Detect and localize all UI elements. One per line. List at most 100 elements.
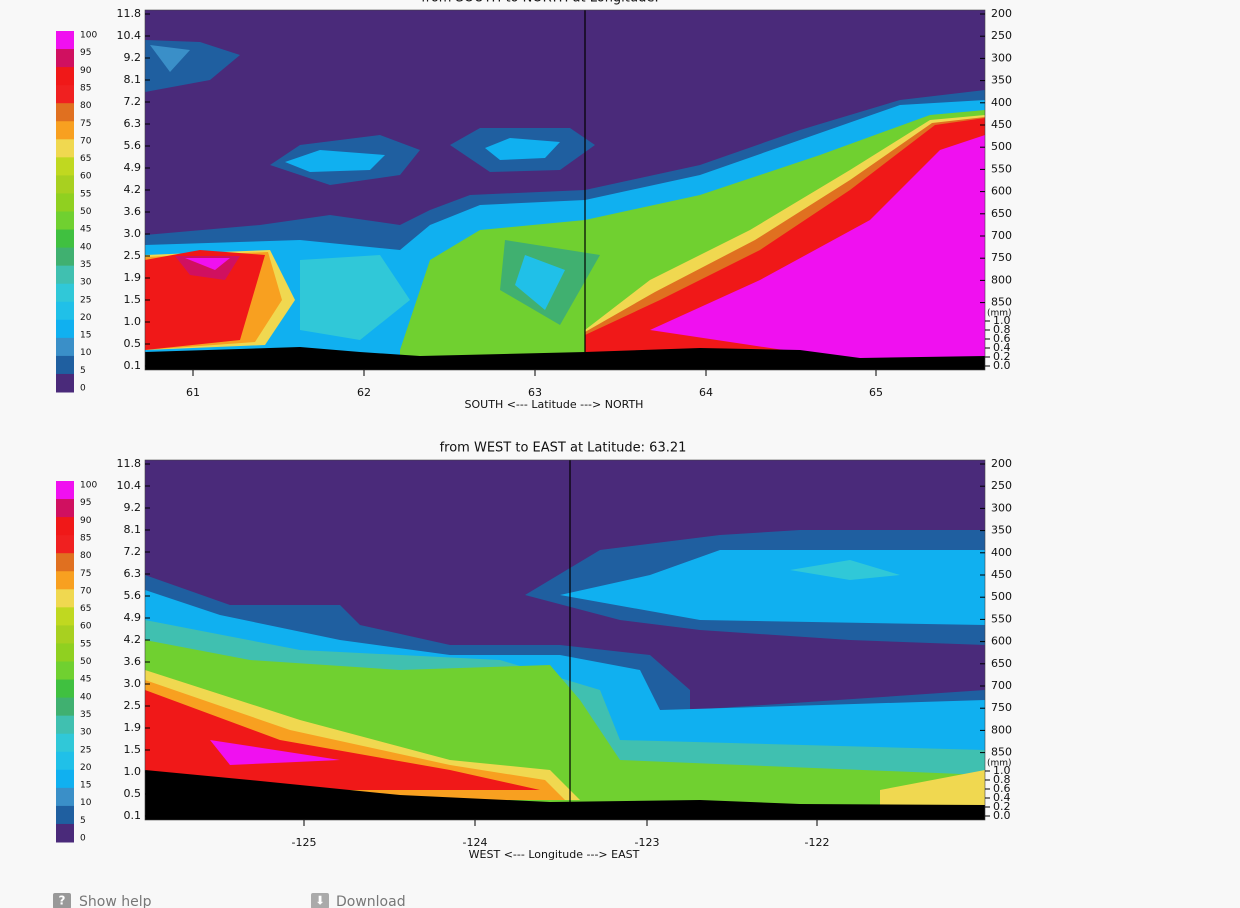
y-tick-label: 5.6 [124, 589, 142, 602]
y-tick-label: 1.5 [124, 293, 142, 306]
y-tick-label: 11.8 [117, 457, 142, 470]
colorbar-label: 65 [80, 604, 91, 614]
colorbar-swatch [56, 535, 74, 554]
colorbar-label: 90 [80, 66, 92, 76]
colorbar-label: 100 [80, 31, 97, 41]
y-tick-label: 1.9 [124, 721, 142, 734]
mm-unit: (mm) [987, 759, 1012, 769]
pressure-tick-label: 800 [991, 723, 1012, 736]
y-tick-label: 2.5 [124, 249, 142, 262]
panel-title: from SOUTH to NORTH at Longitude: [421, 0, 659, 6]
colorbar-label: 30 [80, 278, 92, 288]
colorbar-label: 80 [80, 101, 92, 111]
help-button[interactable]: ? Show help [53, 893, 152, 908]
x-tick-label: 62 [357, 386, 371, 399]
y-tick-label: 4.2 [124, 183, 142, 196]
mm-tick-label: 0.6 [993, 782, 1011, 795]
pressure-tick-label: 200 [991, 457, 1012, 470]
download-label[interactable]: Download [336, 894, 406, 908]
colorbar-swatch [56, 85, 74, 104]
svg-text:?: ? [59, 894, 66, 908]
mm-tick-label: 0.0 [993, 809, 1011, 822]
colorbar-swatch [56, 139, 74, 158]
colorbar-label: 20 [80, 763, 92, 773]
x-tick-label: 65 [869, 386, 883, 399]
colorbar-swatch [56, 805, 74, 825]
mm-tick-label: 0.8 [993, 323, 1011, 336]
x-tick-label: 61 [186, 386, 200, 399]
y-tick-label: 7.2 [124, 545, 142, 558]
colorbar-swatch [56, 301, 74, 321]
mm-tick-label: 0.8 [993, 773, 1011, 786]
pressure-tick-label: 300 [991, 501, 1012, 514]
y-tick-label: 0.5 [124, 337, 142, 350]
pressure-tick-label: 800 [991, 273, 1012, 286]
colorbar-label: 60 [80, 172, 92, 182]
colorbar-swatch [56, 787, 74, 807]
y-tick-label: 0.1 [124, 359, 142, 372]
colorbar-swatch [56, 319, 74, 339]
y-tick-label: 7.2 [124, 95, 142, 108]
y-tick-label: 6.3 [124, 117, 142, 130]
help-label[interactable]: Show help [79, 894, 152, 908]
colorbar-swatch [56, 283, 74, 303]
y-tick-label: 1.0 [124, 765, 142, 778]
y-tick-label: 4.2 [124, 633, 142, 646]
download-button[interactable]: ⬇ Download [311, 893, 406, 908]
contour-plot-2 [144, 459, 986, 821]
pressure-tick-label: 250 [991, 29, 1012, 42]
pressure-tick-label: 500 [991, 140, 1012, 153]
colorbar-swatch [56, 697, 74, 717]
colorbar-swatch [56, 571, 74, 590]
colorbar-swatch [56, 229, 74, 249]
y-tick-label: 6.3 [124, 567, 142, 580]
x-axis-label: SOUTH <--- Latitude ---> NORTH [465, 398, 644, 411]
colorbar-label: 65 [80, 154, 91, 164]
y-tick-label: 4.9 [124, 161, 142, 174]
colorbar-swatch [56, 589, 74, 608]
x-tick-label: -125 [292, 836, 317, 849]
colorbar-swatch [56, 67, 74, 86]
y-tick-label: 8.1 [124, 523, 142, 536]
colorbar-swatch [56, 607, 74, 626]
colorbar-label: 75 [80, 119, 91, 129]
y-tick-label: 1.5 [124, 743, 142, 756]
colorbar-swatch [56, 733, 74, 753]
y-tick-label: 10.4 [117, 479, 142, 492]
colorbar-label: 70 [80, 586, 92, 596]
colorbar-label: 55 [80, 189, 91, 199]
colorbar-swatch [56, 175, 74, 194]
colorbar-label: 95 [80, 48, 91, 58]
pressure-tick-label: 650 [991, 207, 1012, 220]
colorbar-label: 40 [80, 242, 92, 252]
colorbar-label: 85 [80, 83, 91, 93]
y-tick-label: 9.2 [124, 51, 142, 64]
y-tick-label: 3.6 [124, 205, 142, 218]
y-tick-label: 1.0 [124, 315, 142, 328]
colorbar-label: 5 [80, 366, 86, 376]
colorbar-swatch [56, 103, 74, 122]
colorbar-swatch [56, 823, 74, 843]
y-tick-label: 5.6 [124, 139, 142, 152]
colorbar-swatch [56, 517, 74, 536]
pressure-tick-label: 700 [991, 229, 1012, 242]
pressure-tick-label: 650 [991, 657, 1012, 670]
mm-unit: (mm) [987, 309, 1012, 319]
colorbar-label: 40 [80, 692, 92, 702]
y-tick-label: 1.9 [124, 271, 142, 284]
colorbar-label: 90 [80, 516, 92, 526]
colorbar-swatch [56, 499, 74, 518]
svg-text:⬇: ⬇ [315, 894, 325, 908]
x-tick-label: -124 [463, 836, 488, 849]
colorbar-label: 20 [80, 313, 92, 323]
colorbar-label: 25 [80, 745, 91, 755]
colorbar-label: 70 [80, 136, 92, 146]
y-tick-label: 4.9 [124, 611, 142, 624]
colorbar-label: 15 [80, 331, 91, 341]
pressure-tick-label: 450 [991, 568, 1012, 581]
colorbar-label: 10 [80, 348, 92, 358]
pressure-tick-label: 850 [991, 296, 1012, 309]
colorbar-label: 0 [80, 834, 86, 844]
pressure-tick-label: 200 [991, 7, 1012, 20]
